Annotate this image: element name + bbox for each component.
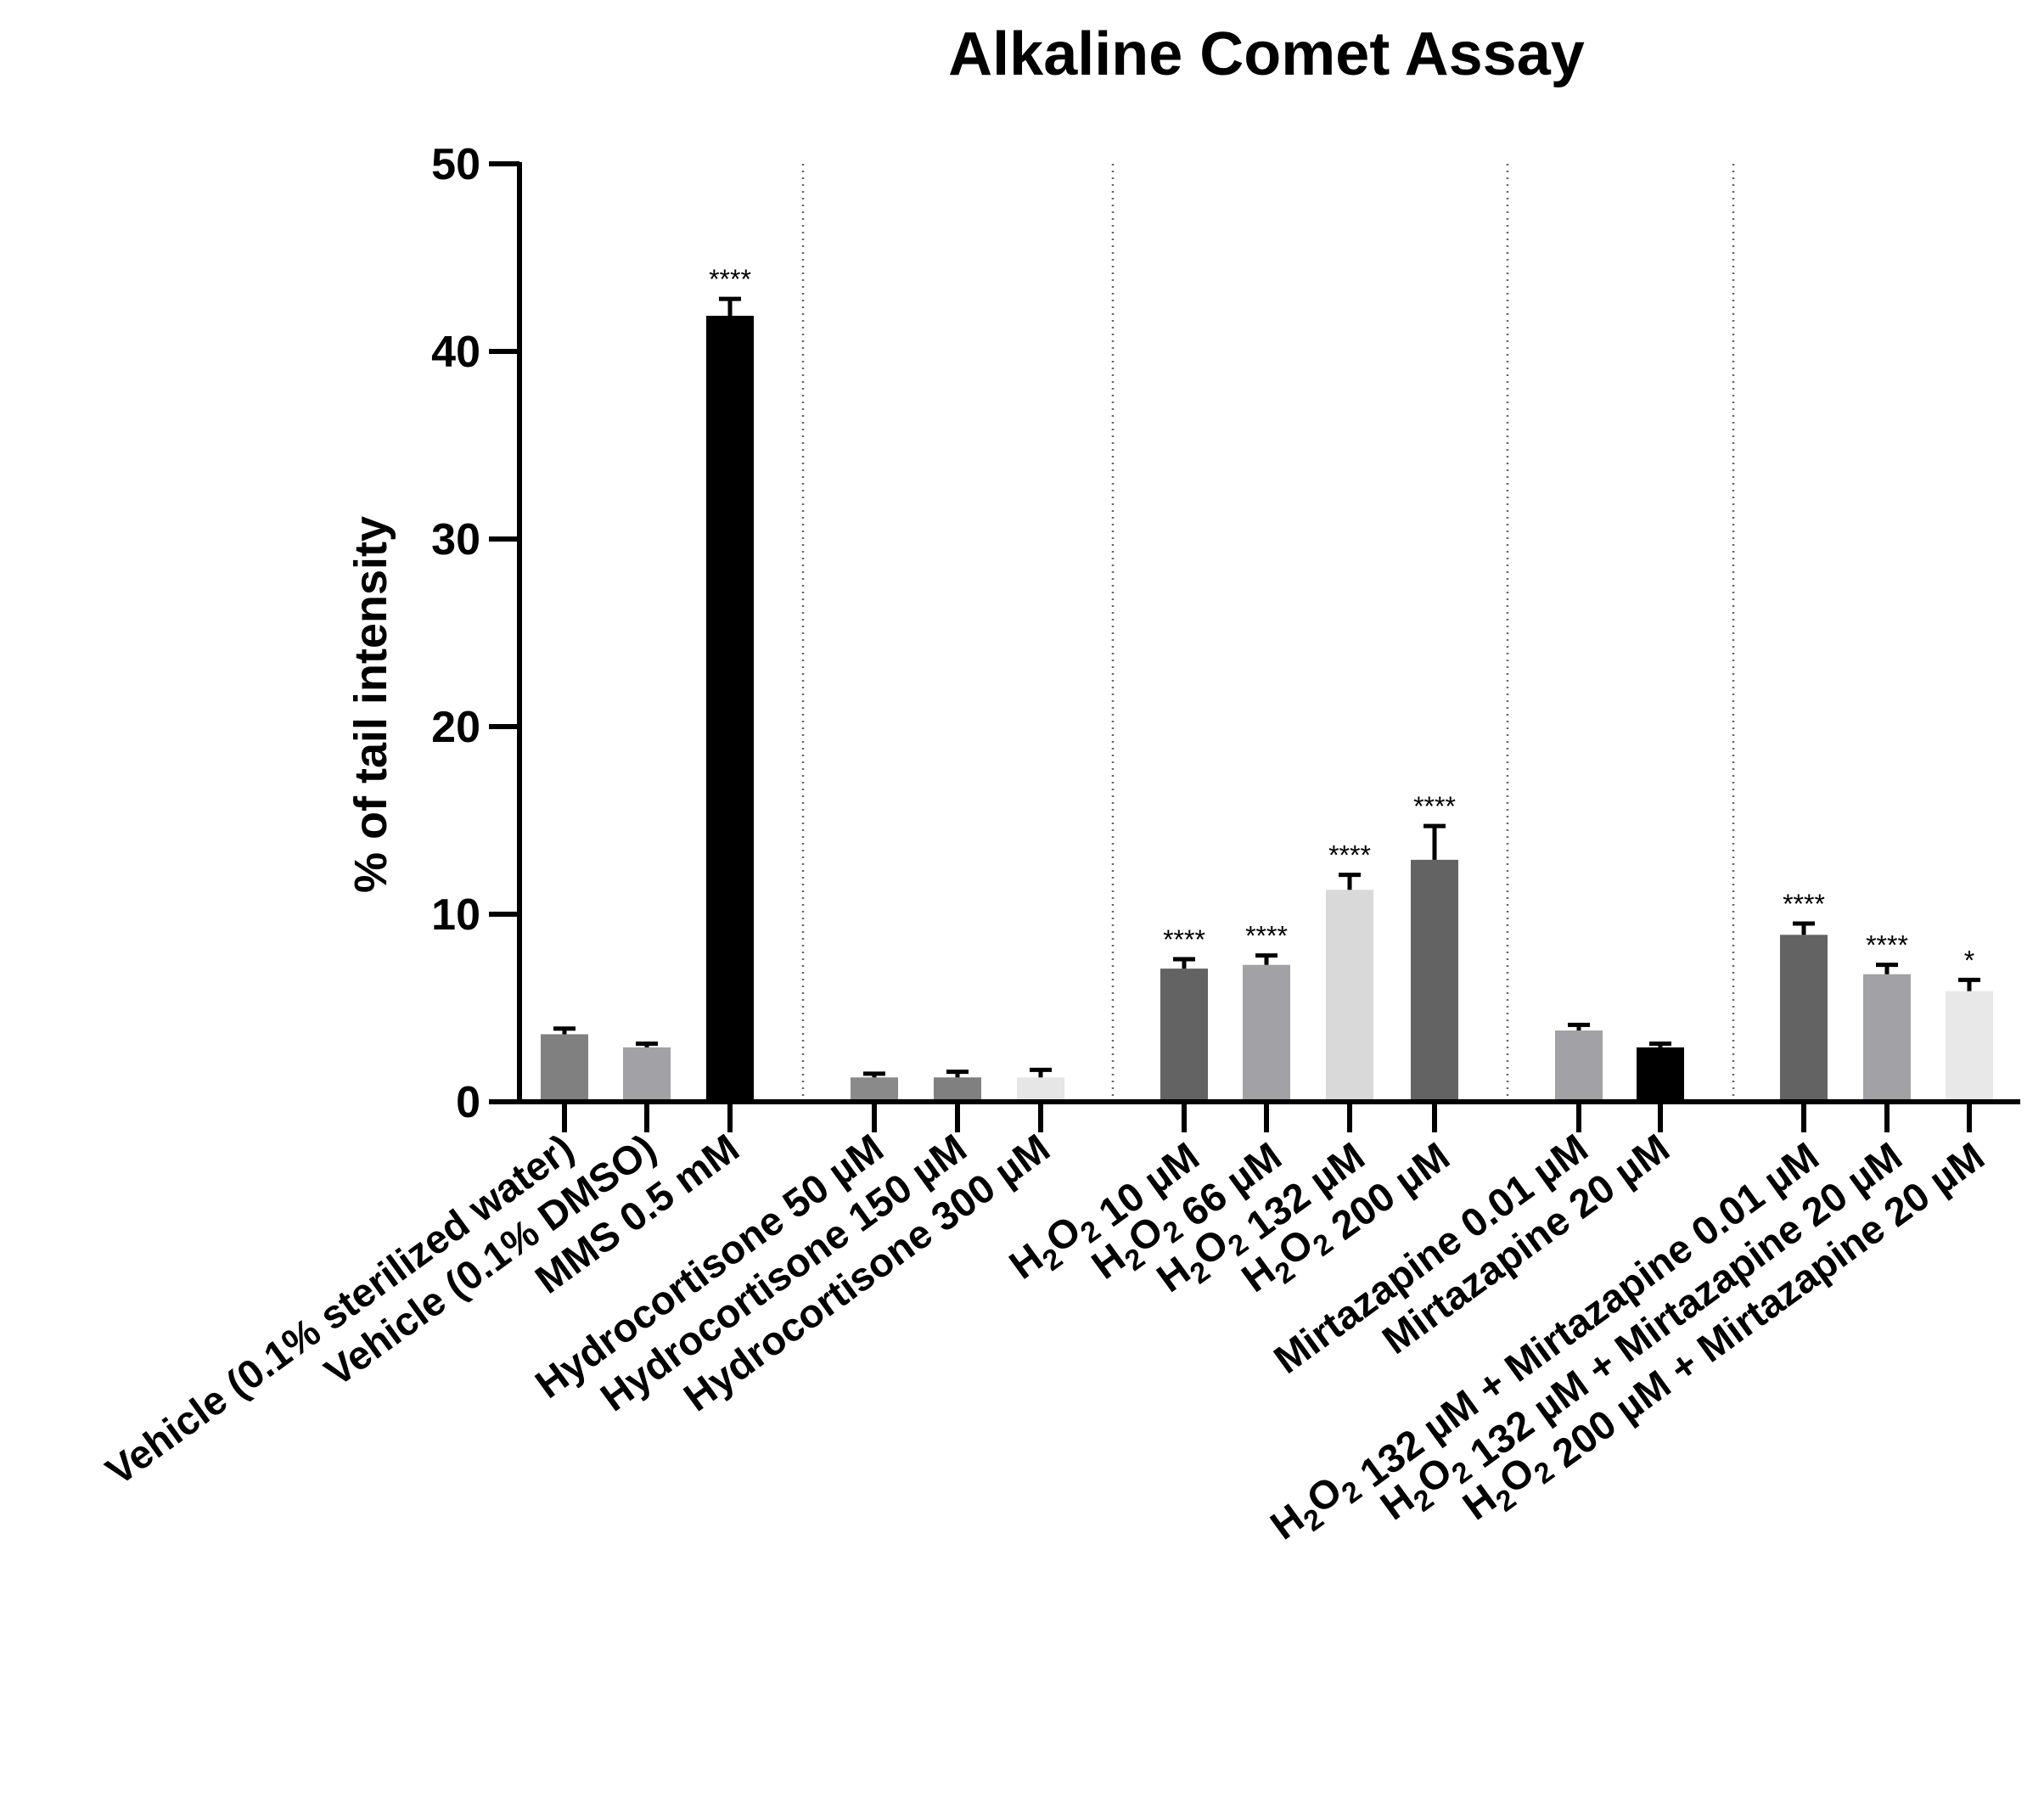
significance-label: **** bbox=[709, 264, 751, 295]
y-tick-label: 0 bbox=[456, 1078, 480, 1127]
x-tick-label: Vehicle (0.1% sterilized water) bbox=[98, 1125, 581, 1493]
bar bbox=[706, 316, 754, 1102]
y-tick-label: 30 bbox=[431, 515, 480, 564]
bar bbox=[1017, 1077, 1064, 1102]
bar bbox=[851, 1077, 898, 1102]
bar bbox=[1863, 974, 1911, 1102]
bar bbox=[934, 1077, 981, 1102]
bar bbox=[1555, 1030, 1603, 1102]
bar bbox=[1946, 991, 1993, 1102]
significance-label: **** bbox=[1413, 791, 1456, 822]
y-axis-label: % of tail intensity bbox=[345, 516, 396, 893]
bar bbox=[1243, 964, 1290, 1102]
significance-label: **** bbox=[1163, 924, 1205, 955]
y-tick-label: 20 bbox=[431, 703, 480, 752]
bar bbox=[1637, 1047, 1684, 1102]
bar bbox=[1780, 935, 1828, 1102]
chart-title: Alkaline Comet Assay bbox=[948, 20, 1585, 88]
bar bbox=[541, 1034, 588, 1102]
bar bbox=[1326, 890, 1373, 1102]
y-tick-label: 40 bbox=[431, 328, 480, 377]
y-ticks: 0 10 20 30 40 50 bbox=[431, 140, 519, 1127]
bar bbox=[1411, 859, 1458, 1102]
y-tick-label: 50 bbox=[431, 140, 480, 189]
bar bbox=[1160, 969, 1208, 1102]
group-separators bbox=[801, 164, 1735, 1102]
bar bbox=[623, 1047, 671, 1102]
significance-label: **** bbox=[1245, 921, 1288, 952]
x-tick-labels: Vehicle (0.1% sterilized water)Vehicle (… bbox=[98, 1125, 1992, 1547]
significance-label: **** bbox=[1866, 930, 1908, 961]
bars: ******** ******************** * bbox=[541, 264, 1993, 1102]
significance-label: * bbox=[1964, 945, 1974, 975]
axes bbox=[517, 162, 2020, 1132]
y-tick-label: 10 bbox=[431, 890, 480, 940]
significance-label: **** bbox=[1328, 840, 1371, 871]
significance-label: **** bbox=[1783, 889, 1825, 919]
